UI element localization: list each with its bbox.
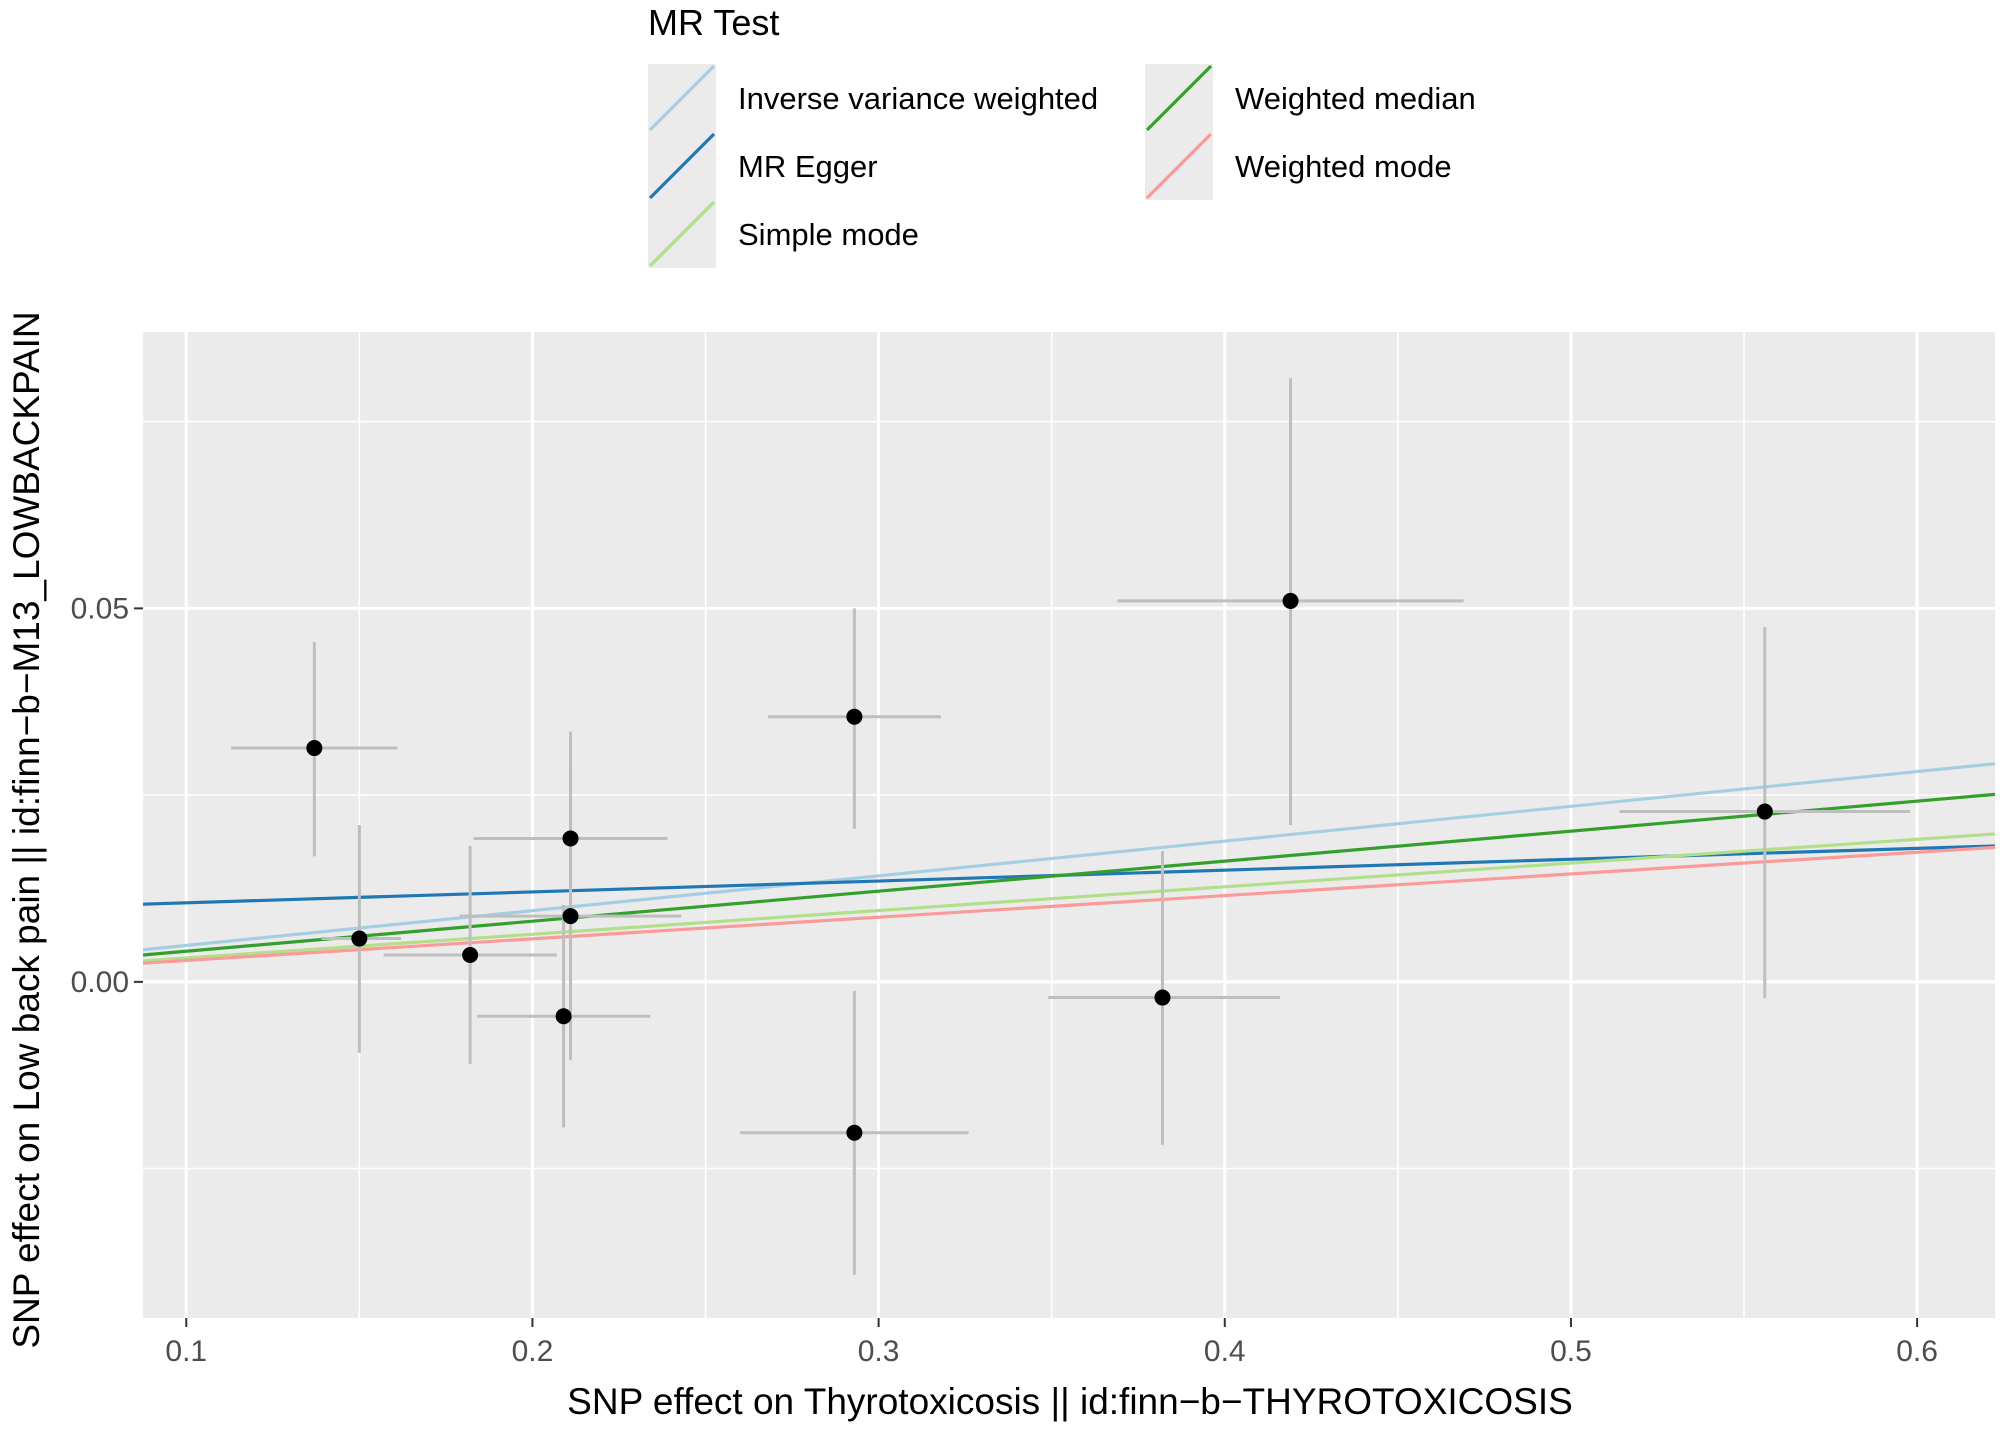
legend-label: Inverse variance weighted [738,81,1098,116]
x-axis-label: SNP effect on Thyrotoxicosis || id:finn−… [567,1381,1573,1422]
data-point [1282,592,1299,609]
data-points [306,592,1773,1141]
legend-label: MR Egger [738,149,878,184]
x-tick-label: 0.5 [1550,1335,1592,1368]
data-point [351,930,368,947]
major-gridlines [143,332,1995,1318]
data-point [846,708,863,725]
legend: MR Test Inverse variance weighted MR Egge… [648,2,1476,268]
x-axis-ticks: 0.1 0.2 0.3 0.4 0.5 0.6 [165,1318,1938,1368]
legend-entry: Weighted mode [1145,132,1452,200]
data-point [1756,803,1773,820]
legend-entry: MR Egger [648,132,878,200]
data-point [1154,989,1171,1006]
plot-panel [143,332,1995,1318]
legend-key-line [648,132,716,200]
data-point [462,946,479,963]
legend-key-line [648,200,716,268]
legend-key-line [648,64,716,132]
data-point [562,908,579,925]
data-point [846,1124,863,1141]
y-axis-label: SNP effect on Low back pain || id:finn−b… [6,311,47,1348]
regression-line [142,762,1996,952]
x-tick-label: 0.3 [858,1335,900,1368]
legend-key-line [1145,132,1213,200]
regression-line [142,845,1996,965]
x-tick-label: 0.6 [1896,1335,1938,1368]
legend-entry: Weighted median [1145,64,1476,132]
legend-label: Simple mode [738,217,919,252]
data-point [555,1008,572,1025]
regression-line [142,792,1996,957]
legend-label: Weighted median [1235,81,1476,116]
data-point [562,830,579,847]
regression-lines [142,762,1996,965]
y-axis-ticks: 0.00 0.05 [71,592,143,999]
x-tick-label: 0.4 [1204,1335,1246,1368]
data-point [306,740,323,757]
legend-entry: Inverse variance weighted [648,64,1098,132]
x-tick-label: 0.2 [512,1335,554,1368]
legend-entry: Simple mode [648,200,919,268]
regression-line [142,832,1996,963]
legend-key-line [1145,64,1213,132]
legend-label: Weighted mode [1235,149,1452,184]
y-tick-label: 0.05 [71,592,129,625]
x-tick-label: 0.1 [165,1335,207,1368]
y-tick-label: 0.00 [71,966,129,999]
legend-title: MR Test [648,2,779,43]
